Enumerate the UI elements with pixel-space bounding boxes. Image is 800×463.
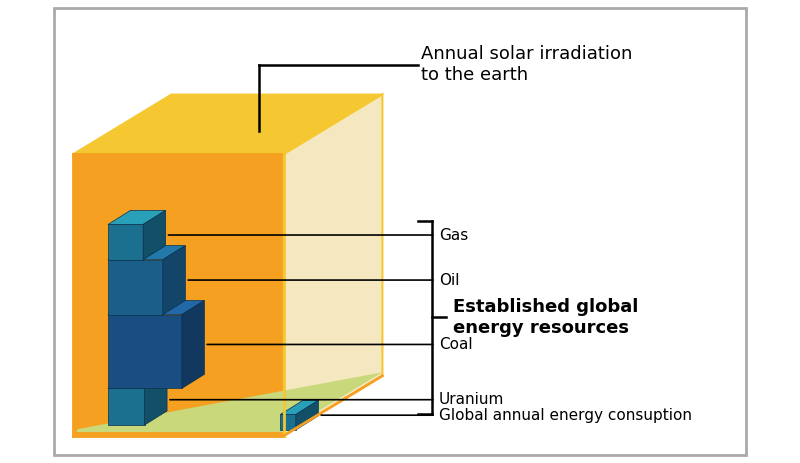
Text: Oil: Oil bbox=[188, 273, 459, 288]
Polygon shape bbox=[182, 300, 204, 388]
Polygon shape bbox=[108, 388, 145, 425]
Polygon shape bbox=[143, 210, 166, 260]
FancyBboxPatch shape bbox=[54, 8, 746, 455]
Polygon shape bbox=[108, 300, 204, 314]
Text: Gas: Gas bbox=[169, 227, 468, 243]
Text: Established global
energy resources: Established global energy resources bbox=[453, 298, 638, 337]
Polygon shape bbox=[108, 260, 163, 314]
Polygon shape bbox=[280, 414, 296, 430]
Polygon shape bbox=[108, 225, 143, 260]
Polygon shape bbox=[284, 94, 382, 436]
Polygon shape bbox=[108, 375, 167, 388]
Text: Uranium: Uranium bbox=[170, 392, 504, 407]
Polygon shape bbox=[73, 94, 382, 154]
Polygon shape bbox=[163, 245, 186, 314]
Polygon shape bbox=[108, 210, 166, 225]
Polygon shape bbox=[280, 400, 318, 414]
Polygon shape bbox=[108, 245, 186, 260]
Text: Global annual energy consuption: Global annual energy consuption bbox=[321, 408, 692, 423]
Polygon shape bbox=[73, 154, 284, 436]
Polygon shape bbox=[76, 372, 382, 432]
Polygon shape bbox=[145, 375, 167, 425]
Polygon shape bbox=[108, 314, 182, 388]
Text: Annual solar irradiation
to the earth: Annual solar irradiation to the earth bbox=[421, 45, 633, 84]
Text: Coal: Coal bbox=[207, 337, 472, 352]
Polygon shape bbox=[296, 400, 318, 430]
